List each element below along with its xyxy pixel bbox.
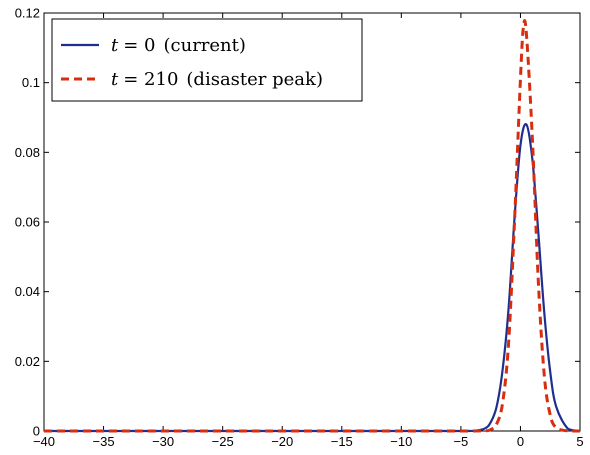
legend-desc: (disaster peak): [186, 69, 323, 90]
x-tick-label: −5: [453, 434, 468, 449]
y-tick-label: 0.04: [15, 284, 40, 299]
legend-label-1: t = 0 (current): [111, 35, 246, 56]
x-tick-label: −35: [93, 434, 115, 449]
x-tick-label: −25: [212, 434, 234, 449]
legend: t = 0 (current) t = 210 (disaster peak): [51, 18, 363, 102]
x-tick-label: −15: [331, 434, 353, 449]
legend-desc: (current): [164, 35, 246, 56]
legend-value: = 0: [123, 35, 155, 56]
y-tick-label: 0.1: [22, 75, 40, 90]
series-layer: [44, 19, 581, 433]
legend-var: t: [111, 35, 119, 56]
x-tick-label: −20: [271, 434, 293, 449]
legend-value: = 210: [123, 69, 178, 90]
y-tick-label: 0.06: [15, 215, 40, 230]
legend-box: [51, 18, 363, 102]
x-tick-label: −10: [390, 434, 412, 449]
axis-tick-labels: −40 −35 −30 −25 −20 −15 −10 −5 0 5 0 0.02 0.04 0.06 0.…: [15, 6, 584, 450]
x-tick-label: 5: [576, 434, 583, 449]
x-tick-label: 0: [517, 434, 524, 449]
x-tick-label: −40: [33, 434, 55, 449]
legend-label-2: t = 210 (disaster peak): [111, 69, 323, 90]
y-tick-label: 0.12: [15, 6, 40, 21]
legend-var: t: [111, 69, 119, 90]
x-tick-label: −30: [152, 434, 174, 449]
y-tick-label: 0: [33, 424, 40, 439]
series-line-2: [44, 19, 581, 433]
y-tick-label: 0.08: [15, 145, 40, 160]
y-tick-label: 0.02: [15, 354, 40, 369]
